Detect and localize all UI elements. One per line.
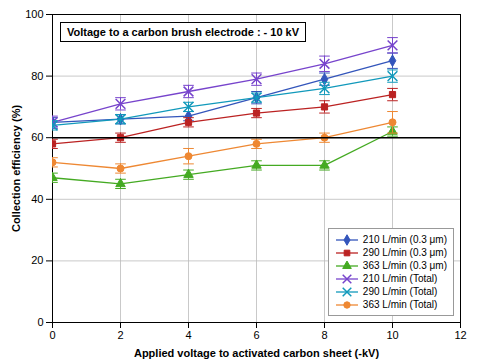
svg-text:60: 60: [31, 131, 43, 143]
html-text:Voltage to a carbon brush elec: Voltage to a carbon brush electrode : - …: [67, 26, 300, 38]
svg-text:20: 20: [31, 254, 43, 266]
svg-text:2: 2: [117, 329, 123, 341]
svg-text:6: 6: [253, 329, 259, 341]
svg-text:80: 80: [31, 70, 43, 82]
svg-text:0: 0: [49, 329, 55, 341]
html-text:363 L/min (0.3 μm): 363 L/min (0.3 μm): [362, 260, 447, 271]
svg-text:Collection efficiency (%): Collection efficiency (%): [10, 105, 22, 232]
svg-text:12: 12: [454, 329, 466, 341]
svg-text:100: 100: [25, 8, 43, 20]
svg-text:0: 0: [37, 316, 43, 328]
svg-text:10: 10: [386, 329, 398, 341]
html-text:210 L/min (Total): 210 L/min (Total): [362, 273, 438, 284]
svg-text:40: 40: [31, 193, 43, 205]
html-text:290 L/min (0.3 μm): 290 L/min (0.3 μm): [362, 247, 447, 258]
html-text:210 L/min (0.3 μm): 210 L/min (0.3 μm): [362, 234, 447, 245]
html-text:290 L/min (Total): 290 L/min (Total): [362, 286, 438, 297]
svg-text:4: 4: [185, 329, 191, 341]
html-text:363 L/min (Total): 363 L/min (Total): [362, 299, 438, 310]
svg-text:Applied voltage to activated c: Applied voltage to activated carbon shee…: [134, 347, 379, 359]
svg-text:8: 8: [321, 329, 327, 341]
